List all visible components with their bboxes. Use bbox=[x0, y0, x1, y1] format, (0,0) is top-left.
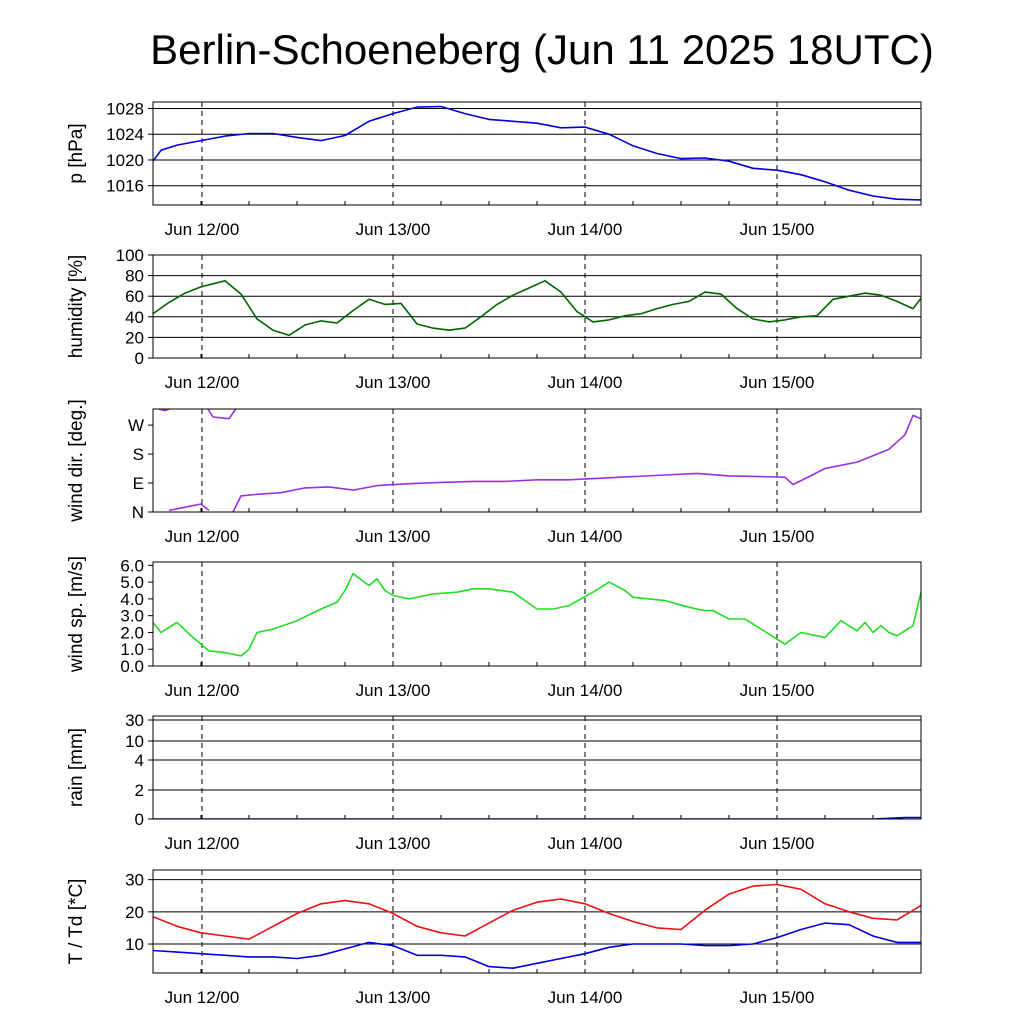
panel-frame bbox=[152, 715, 922, 820]
series-line-wind_dir bbox=[232, 414, 921, 512]
x-tick-label: Jun 12/00 bbox=[165, 988, 240, 1007]
y-tick-label: 100 bbox=[116, 246, 144, 265]
x-tick-label: Jun 15/00 bbox=[740, 527, 815, 546]
series-line-wind_dir bbox=[207, 409, 237, 420]
y-tick-label: 6.0 bbox=[120, 556, 144, 575]
y-tick-label: S bbox=[133, 445, 144, 464]
y-tick-label: 1028 bbox=[106, 99, 144, 118]
x-tick-label: Jun 14/00 bbox=[548, 373, 623, 392]
y-tick-label: 30 bbox=[125, 871, 144, 890]
x-tick-label: Jun 12/00 bbox=[165, 220, 240, 239]
series-line-rain bbox=[153, 816, 921, 819]
y-axis-label: humidity [%] bbox=[66, 255, 87, 358]
y-tick-label: 5.0 bbox=[120, 573, 144, 592]
y-tick-label: 1020 bbox=[106, 151, 144, 170]
panel-0: 1016 1020 1024 1028 p [hPa] Jun 12/00 Jun 13/0… bbox=[66, 99, 922, 239]
x-tick-label: Jun 14/00 bbox=[548, 681, 623, 700]
y-tick-label: 40 bbox=[125, 308, 144, 327]
y-tick-label: 80 bbox=[125, 267, 144, 286]
y-tick-label: 10 bbox=[125, 732, 144, 751]
y-tick-label: 4 bbox=[135, 751, 144, 770]
x-tick-label: Jun 12/00 bbox=[165, 681, 240, 700]
y-axis-label: rain [mm] bbox=[66, 728, 87, 807]
y-tick-label: 0 bbox=[135, 810, 144, 829]
y-tick-label: 2 bbox=[135, 781, 144, 800]
y-axis-label: wind dir. [deg.] bbox=[66, 399, 87, 523]
x-tick-label: Jun 15/00 bbox=[740, 373, 815, 392]
panel-5: 10 20 30 T / Td [*C] Jun 12/00 Jun 13/00 Jun 1… bbox=[66, 869, 922, 1007]
x-tick-label: Jun 13/00 bbox=[356, 681, 431, 700]
x-tick-label: Jun 15/00 bbox=[740, 988, 815, 1007]
y-tick-label: 0.0 bbox=[120, 657, 144, 676]
x-tick-label: Jun 15/00 bbox=[740, 220, 815, 239]
x-tick-label: Jun 12/00 bbox=[165, 373, 240, 392]
x-tick-label: Jun 13/00 bbox=[356, 527, 431, 546]
series-line-wind_dir bbox=[155, 409, 172, 412]
y-tick-label: 4.0 bbox=[120, 590, 144, 609]
x-tick-label: Jun 12/00 bbox=[165, 527, 240, 546]
y-tick-label: 1.0 bbox=[120, 640, 144, 659]
y-axis-label: p [hPa] bbox=[66, 123, 87, 183]
y-tick-label: 10 bbox=[125, 935, 144, 954]
series-line-dewpoint bbox=[153, 922, 921, 970]
y-axis-label: wind sp. [m/s] bbox=[66, 556, 87, 673]
x-tick-label: Jun 13/00 bbox=[356, 834, 431, 853]
x-tick-label: Jun 15/00 bbox=[740, 681, 815, 700]
chart-title: Berlin-Schoeneberg (Jun 11 2025 18UTC) bbox=[150, 26, 934, 73]
series-line-pressure bbox=[153, 105, 921, 201]
x-tick-label: Jun 14/00 bbox=[548, 220, 623, 239]
y-tick-label: 20 bbox=[125, 328, 144, 347]
series-line-humidity bbox=[153, 279, 921, 337]
x-tick-label: Jun 13/00 bbox=[356, 373, 431, 392]
x-tick-label: Jun 14/00 bbox=[548, 527, 623, 546]
panel-frame bbox=[152, 101, 922, 206]
y-tick-label: 3.0 bbox=[120, 607, 144, 626]
x-tick-label: Jun 15/00 bbox=[740, 834, 815, 853]
x-tick-label: Jun 12/00 bbox=[165, 834, 240, 853]
y-tick-label: W bbox=[128, 416, 144, 435]
y-tick-label: 60 bbox=[125, 287, 144, 306]
x-tick-label: Jun 13/00 bbox=[356, 988, 431, 1007]
y-tick-label: N bbox=[132, 503, 144, 522]
series-line-temperature bbox=[153, 883, 921, 941]
panel-frame bbox=[152, 561, 922, 667]
series-line-wind_dir bbox=[168, 503, 210, 512]
panel-4: 0 2 410 30 rain [mm] Jun 12/00 Jun 13/00 Jun 14… bbox=[66, 711, 922, 853]
x-tick-label: Jun 14/00 bbox=[548, 988, 623, 1007]
y-tick-label: 20 bbox=[125, 903, 144, 922]
panel-3: 0.01.02.03.04.05.06.0 wind sp. [m/s] Jun 1… bbox=[66, 556, 922, 700]
y-axis-label: T / Td [*C] bbox=[66, 879, 87, 965]
series-line-wind_speed bbox=[153, 572, 921, 657]
panel-frame bbox=[152, 254, 922, 359]
y-tick-label: E bbox=[133, 474, 144, 493]
y-tick-label: 30 bbox=[125, 711, 144, 730]
y-tick-label: 2.0 bbox=[120, 623, 144, 642]
y-tick-label: 1016 bbox=[106, 177, 144, 196]
y-tick-label: 0 bbox=[135, 349, 144, 368]
x-tick-label: Jun 13/00 bbox=[356, 220, 431, 239]
panel-frame bbox=[152, 869, 922, 974]
y-tick-label: 1024 bbox=[106, 125, 144, 144]
x-tick-label: Jun 14/00 bbox=[548, 834, 623, 853]
panel-frame bbox=[152, 408, 922, 513]
